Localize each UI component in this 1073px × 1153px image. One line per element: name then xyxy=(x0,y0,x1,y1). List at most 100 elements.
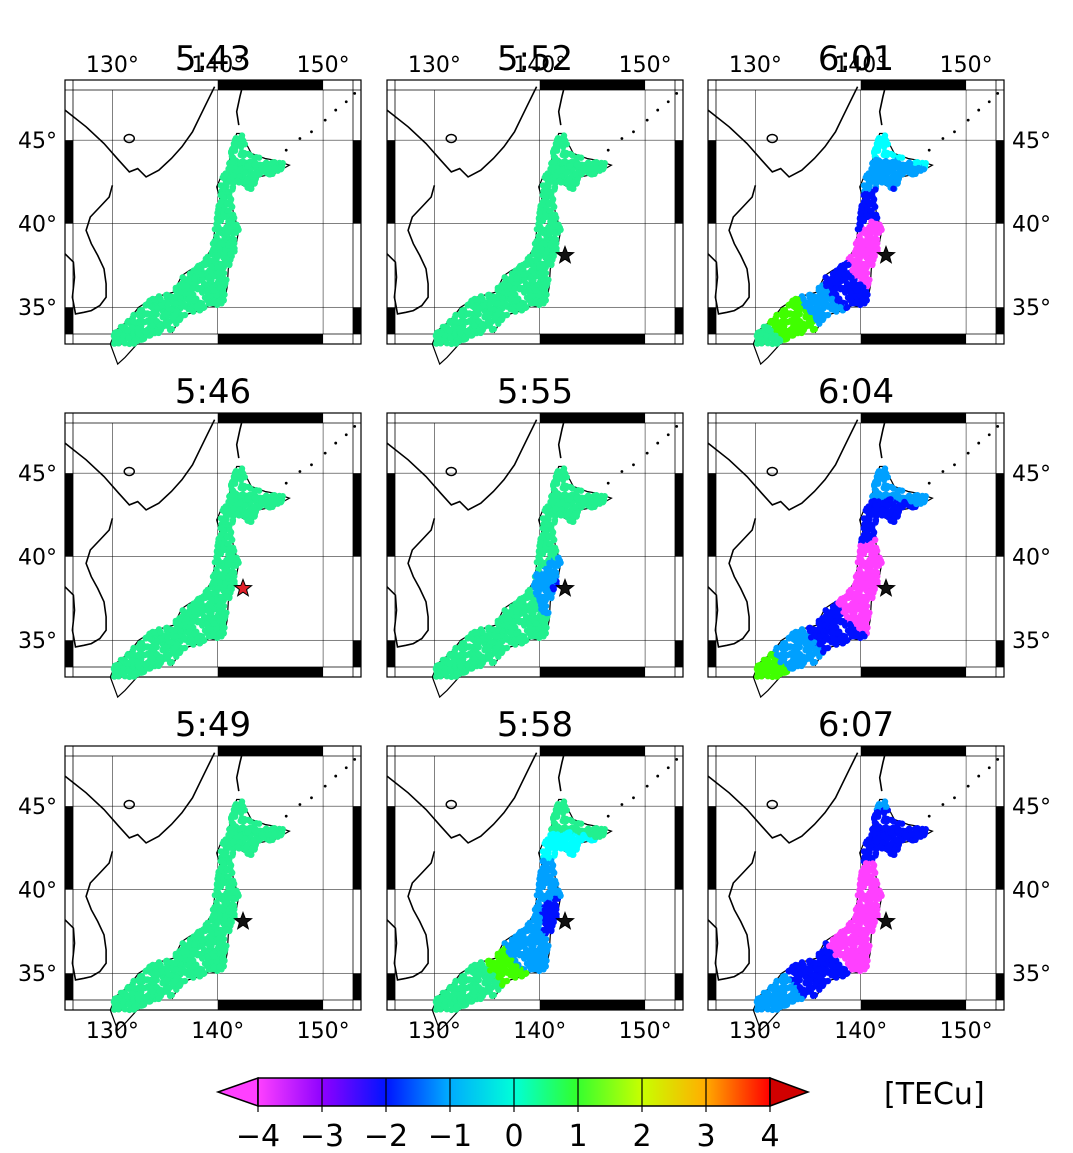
station-dot xyxy=(136,313,142,319)
station-dot xyxy=(565,178,571,184)
station-dot xyxy=(168,626,174,632)
station-dot xyxy=(478,330,484,336)
lat-label: 45° xyxy=(18,129,57,154)
station-dot xyxy=(487,301,493,307)
station-dot xyxy=(131,671,137,677)
island xyxy=(310,463,313,466)
station-dot xyxy=(843,305,849,311)
station-dot xyxy=(495,287,501,293)
station-dot xyxy=(882,135,888,141)
station-dot xyxy=(191,630,197,636)
island xyxy=(656,109,659,112)
station-dot xyxy=(473,296,479,302)
station-dot xyxy=(229,577,235,583)
station-dot xyxy=(459,307,465,313)
station-dot xyxy=(551,204,557,210)
station-dot xyxy=(151,296,157,302)
station-dot xyxy=(560,485,566,491)
station-dot xyxy=(543,277,549,283)
station-dot xyxy=(495,308,501,314)
station-dot xyxy=(872,244,878,250)
station-dot xyxy=(228,584,234,590)
station-dot xyxy=(258,499,264,505)
station-dot xyxy=(142,319,148,325)
island xyxy=(345,433,348,436)
station-dot xyxy=(875,148,881,154)
station-dot xyxy=(196,598,202,604)
station-dot xyxy=(252,161,258,167)
station-dot xyxy=(211,238,217,244)
station-dot xyxy=(137,307,143,313)
station-dot xyxy=(229,244,235,250)
station-dot xyxy=(199,622,205,628)
station-dot xyxy=(213,559,219,565)
station-dot xyxy=(490,626,496,632)
station-dot xyxy=(169,326,175,332)
station-dot xyxy=(447,335,453,341)
station-dot xyxy=(242,169,248,175)
station-dot xyxy=(485,322,491,328)
station-dot xyxy=(896,154,902,160)
station-dot xyxy=(561,159,567,165)
station-dot xyxy=(513,609,519,615)
station-dot xyxy=(125,651,131,657)
island xyxy=(667,100,670,103)
lat-label: 40° xyxy=(18,213,57,238)
island xyxy=(285,149,288,152)
island xyxy=(632,130,635,133)
station-dot xyxy=(243,511,249,517)
station-dot xyxy=(574,161,580,167)
island xyxy=(675,92,678,95)
station-dot xyxy=(842,289,848,295)
station-dot xyxy=(535,559,541,565)
station-dot xyxy=(923,160,929,166)
station-dot xyxy=(800,322,806,328)
station-dot xyxy=(543,610,549,616)
station-dot xyxy=(580,499,586,505)
island xyxy=(310,130,313,133)
station-dot xyxy=(524,614,530,620)
lat-label: 35° xyxy=(1012,296,1051,321)
station-dot xyxy=(242,502,248,508)
station-dot xyxy=(564,502,570,508)
station-dot xyxy=(527,608,533,614)
station-dot xyxy=(511,619,517,625)
station-dot xyxy=(574,494,580,500)
station-dot xyxy=(521,622,527,628)
station-dot xyxy=(437,330,443,336)
island xyxy=(345,100,348,103)
station-dot xyxy=(542,241,548,247)
station-dot xyxy=(231,215,237,221)
station-dot xyxy=(551,186,557,192)
station-dot xyxy=(217,284,223,290)
station-dot xyxy=(157,322,163,328)
station-dot xyxy=(495,633,501,639)
station-dot xyxy=(456,326,462,332)
station-dot xyxy=(554,148,560,154)
station-dot xyxy=(602,160,608,166)
station-dot xyxy=(538,269,544,275)
station-dot xyxy=(223,515,229,521)
station-dot xyxy=(547,228,553,234)
station-dot xyxy=(233,222,239,228)
island xyxy=(646,119,649,122)
station-dot xyxy=(786,328,792,334)
island xyxy=(632,463,635,466)
station-dot xyxy=(234,511,240,517)
island xyxy=(928,482,931,485)
lat-label: 40° xyxy=(18,546,57,571)
station-dot xyxy=(206,600,212,606)
station-dot xyxy=(528,626,534,632)
station-dot xyxy=(220,194,226,200)
lon-label: 130° xyxy=(86,53,139,78)
lon-label: 130° xyxy=(729,53,782,78)
station-dot xyxy=(901,166,907,172)
island xyxy=(324,119,327,122)
station-dot xyxy=(542,546,548,552)
station-dot xyxy=(522,638,528,644)
station-dot xyxy=(866,182,872,188)
station-dot xyxy=(545,515,551,521)
station-dot xyxy=(550,498,556,504)
station-dot xyxy=(547,219,553,225)
station-dot xyxy=(447,668,453,674)
